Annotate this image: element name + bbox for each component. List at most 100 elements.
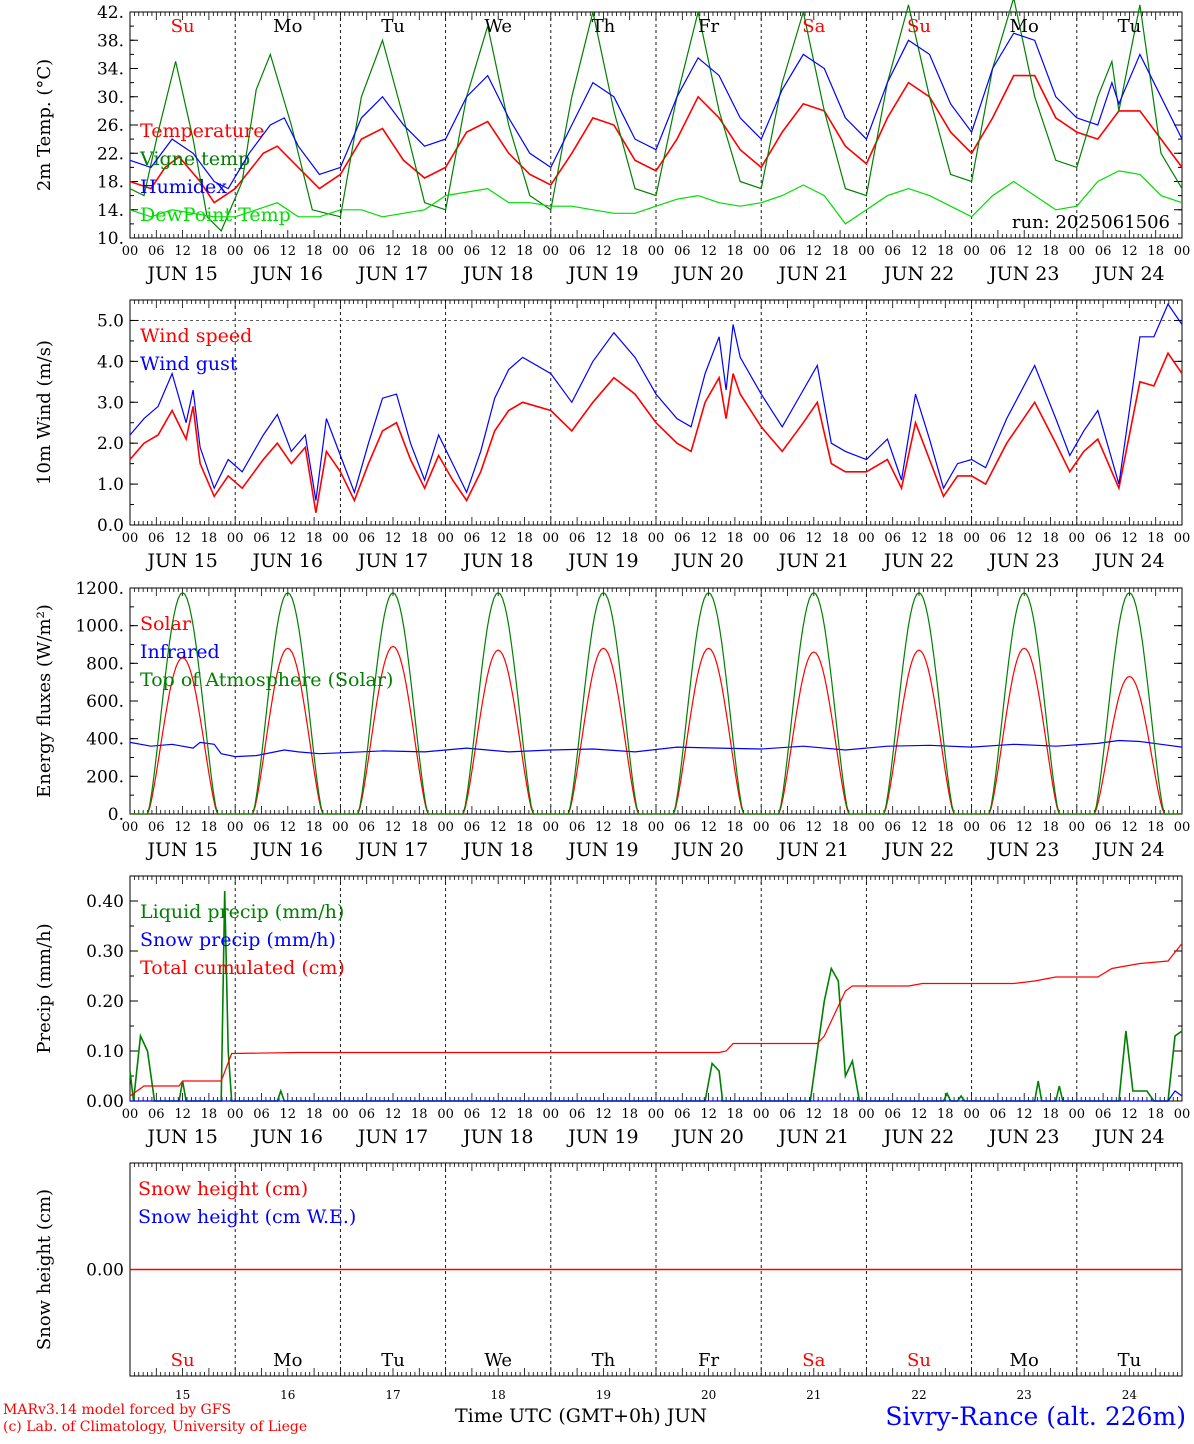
hour-tick-label: 18 [937, 1107, 954, 1122]
hour-tick-label: 00 [227, 820, 244, 835]
date-label: JUN 20 [671, 550, 743, 572]
hour-tick-label: 00 [1174, 531, 1191, 546]
day-number-label: 15 [175, 1388, 190, 1402]
hour-tick-label: 00 [858, 820, 875, 835]
date-label: JUN 22 [882, 263, 954, 285]
y-tick-label: 4.0 [97, 352, 124, 372]
weekday-label: Sa [802, 16, 825, 37]
hour-tick-label: 18 [621, 531, 638, 546]
hour-tick-label: 12 [490, 531, 507, 546]
hour-tick-label: 18 [621, 1107, 638, 1122]
y-tick-label: 1.0 [97, 475, 124, 495]
series-vigne-temp [129, 0, 1183, 232]
weekday-label: Mo [273, 16, 302, 37]
date-label: JUN 24 [1092, 1126, 1164, 1148]
y-tick-label: 3.0 [97, 393, 124, 413]
y-tick-label: 38. [97, 31, 124, 51]
x-axis-month: JUN [666, 1405, 708, 1427]
legend-snow-precip-mm-h-: Snow precip (mm/h) [140, 929, 336, 951]
hour-tick-label: 12 [385, 531, 402, 546]
hour-tick-label: 12 [1016, 531, 1033, 546]
hour-tick-label: 06 [569, 531, 586, 546]
date-label: JUN 16 [251, 263, 323, 285]
hour-tick-label: 12 [1121, 1107, 1138, 1122]
hour-tick-label: 06 [990, 1107, 1007, 1122]
hour-tick-label: 12 [595, 820, 612, 835]
legend-infrared: Infrared [140, 641, 220, 663]
hour-tick-label: 12 [280, 531, 297, 546]
y-axis-title: Precip (mm/h) [34, 923, 55, 1053]
date-label: JUN 21 [777, 550, 849, 572]
hour-tick-label: 18 [411, 820, 428, 835]
day-number-label: 16 [280, 1388, 295, 1402]
hour-tick-label: 12 [595, 531, 612, 546]
date-label: JUN 15 [145, 263, 217, 285]
y-tick-label: 0.40 [86, 892, 124, 912]
series-wind-speed [129, 351, 1183, 513]
weekday-label: Tu [1118, 1350, 1142, 1371]
hour-tick-label: 12 [595, 244, 612, 259]
hour-tick-label: 06 [1095, 531, 1112, 546]
hour-tick-label: 00 [543, 1107, 560, 1122]
hour-tick-label: 18 [1042, 531, 1059, 546]
hour-tick-label: 00 [332, 820, 349, 835]
hour-tick-label: 18 [306, 820, 323, 835]
hour-tick-label: 12 [385, 244, 402, 259]
date-label: JUN 15 [145, 839, 217, 861]
day-number-label: 24 [1122, 1388, 1138, 1402]
hour-tick-label: 18 [306, 1107, 323, 1122]
hour-tick-label: 18 [306, 244, 323, 259]
hour-tick-label: 12 [806, 531, 823, 546]
weekday-label: We [484, 1350, 512, 1371]
date-label: JUN 19 [566, 263, 638, 285]
hour-tick-label: 18 [411, 1107, 428, 1122]
series-temperature [129, 74, 1183, 204]
x-axis-title: Time UTC (GMT+0h) [455, 1405, 661, 1427]
y-tick-label: 0.00 [86, 1261, 124, 1281]
hour-tick-label: 00 [122, 1107, 139, 1122]
hour-tick-label: 18 [727, 1107, 744, 1122]
date-label: JUN 15 [145, 550, 217, 572]
y-tick-label: 2.0 [97, 434, 124, 454]
day-number-label: 18 [491, 1388, 506, 1402]
hour-tick-label: 06 [148, 244, 165, 259]
legend-vigne-temp: Vigne temp [139, 148, 250, 170]
y-axis-title: Energy fluxes (W/m²) [34, 604, 55, 798]
hour-tick-label: 00 [753, 531, 770, 546]
hour-tick-label: 00 [543, 820, 560, 835]
hour-tick-label: 18 [832, 820, 849, 835]
hour-tick-label: 00 [437, 820, 454, 835]
y-tick-label: 0.20 [86, 992, 124, 1012]
series-top-of-atmosphere-solar- [130, 591, 1182, 815]
panel-snow: 0.00 Snow height (cm) Snow height (cm) Snow… [34, 1162, 1183, 1402]
hour-tick-label: 06 [569, 1107, 586, 1122]
hour-tick-label: 18 [727, 531, 744, 546]
hour-tick-label: 12 [280, 820, 297, 835]
weekday-label: Tu [381, 1350, 405, 1371]
hour-tick-label: 06 [148, 531, 165, 546]
hour-tick-label: 12 [490, 1107, 507, 1122]
hour-tick-label: 00 [122, 244, 139, 259]
hour-tick-label: 06 [779, 1107, 796, 1122]
hour-tick-label: 12 [385, 820, 402, 835]
date-label: JUN 19 [566, 839, 638, 861]
hour-tick-label: 12 [806, 244, 823, 259]
hour-tick-label: 18 [516, 531, 533, 546]
hour-tick-label: 12 [700, 244, 717, 259]
weekday-label: Th [592, 16, 616, 37]
hour-tick-label: 18 [516, 820, 533, 835]
hour-tick-label: 18 [201, 531, 218, 546]
series-total-cumulated-cm- [129, 943, 1183, 1097]
hour-tick-label: 06 [674, 1107, 691, 1122]
hour-tick-label: 06 [464, 820, 481, 835]
weekday-label: Tu [1118, 16, 1142, 37]
hour-tick-label: 06 [674, 531, 691, 546]
date-label: JUN 19 [566, 550, 638, 572]
day-number-label: 20 [701, 1388, 716, 1402]
y-axis-title: 2m Temp. (°C) [34, 59, 55, 191]
date-label: JUN 21 [777, 1126, 849, 1148]
hour-tick-label: 00 [963, 1107, 980, 1122]
date-label: JUN 20 [671, 263, 743, 285]
hour-tick-label: 00 [753, 820, 770, 835]
y-tick-label: 26. [97, 116, 124, 136]
